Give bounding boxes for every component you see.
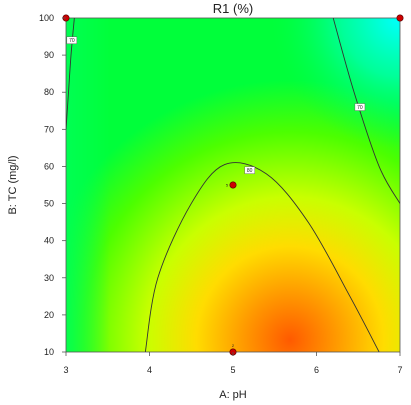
x-tick-label: 7 (397, 365, 402, 375)
contour-label-box (244, 166, 255, 174)
contour-labels: 70 70 80 (66, 36, 366, 174)
contour-line-80 (144, 162, 380, 352)
contour-label-box (66, 36, 78, 44)
contour-label: 80 (247, 168, 253, 174)
contour-lines (66, 18, 400, 352)
chart-title: R1 (%) (213, 1, 253, 16)
x-tick-label: 3 (63, 365, 68, 375)
y-tick-label: 40 (44, 236, 54, 246)
contour-label-box (354, 103, 366, 111)
design-point (396, 14, 404, 22)
y-tick-label: 60 (44, 161, 54, 171)
contour-line-70 (332, 18, 400, 204)
contour-label: 70 (357, 105, 363, 111)
design-point-label: 5 (226, 183, 229, 188)
x-axis-ticks: 3 4 5 6 7 (63, 352, 403, 375)
contour-label: 70 (69, 38, 75, 44)
design-point-label: 2 (232, 343, 235, 348)
contour-line-70 (66, 18, 75, 130)
x-tick-label: 4 (147, 365, 152, 375)
x-axis-label: A: pH (219, 389, 247, 401)
x-tick-label: 5 (230, 365, 235, 375)
y-tick-label: 10 (44, 347, 54, 357)
y-tick-label: 70 (44, 124, 54, 134)
y-axis-ticks: 10 20 30 40 50 60 70 80 90 100 (39, 13, 66, 357)
y-tick-label: 50 (44, 199, 54, 209)
x-tick-label: 6 (314, 365, 319, 375)
y-tick-label: 80 (44, 87, 54, 97)
design-point (229, 181, 237, 189)
y-tick-label: 100 (39, 13, 54, 23)
y-tick-label: 90 (44, 50, 54, 60)
y-tick-label: 20 (44, 310, 54, 320)
y-axis-label: B: TC (mg/l) (7, 155, 19, 214)
y-tick-label: 30 (44, 273, 54, 283)
